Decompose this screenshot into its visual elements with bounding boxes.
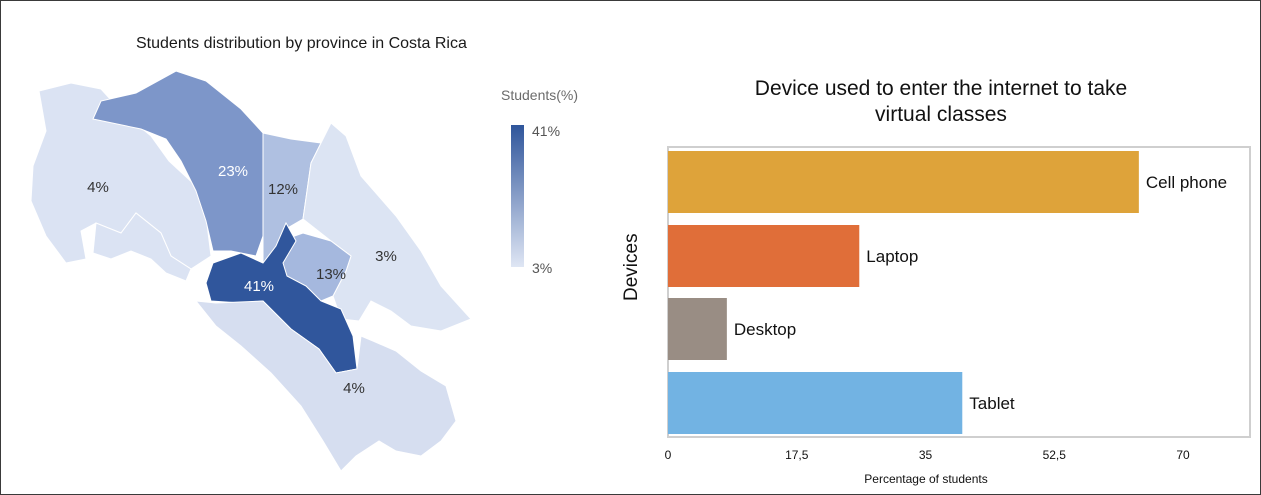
province-map-panel: Students distribution by province in Cos…	[1, 1, 611, 494]
bar-label-desktop: Desktop	[734, 320, 796, 339]
x-tick-label: 70	[1176, 448, 1190, 462]
costa-rica-map: 4% 23% 12% 3% 13% 41% 4%	[30, 70, 472, 472]
x-tick-label: 17,5	[785, 448, 809, 462]
device-chart-panel: Device used to enter the internet to tak…	[616, 1, 1260, 494]
plot-frame	[667, 146, 1251, 438]
legend-color-bar	[511, 125, 524, 267]
bar-chart: Cell phone Laptop Desktop Tablet 0 17,5 35 52,5…	[665, 146, 1251, 486]
map-title: Students distribution by province in Cos…	[136, 35, 467, 52]
bar-label-cell-phone: Cell phone	[1146, 173, 1227, 192]
x-tick-label: 0	[665, 448, 672, 462]
chart-title-line-2: virtual classes	[875, 103, 1007, 126]
province-limon	[302, 122, 472, 332]
chart-title: Device used to enter the internet to tak…	[676, 76, 1206, 128]
bar-label-tablet: Tablet	[969, 394, 1015, 413]
legend-max-label: 41%	[532, 123, 561, 139]
province-alajuela	[92, 70, 264, 257]
x-tick-label: 52,5	[1043, 448, 1067, 462]
bar-desktop	[668, 298, 727, 360]
province-label-san-jose: 41%	[244, 278, 274, 295]
province-label-puntarenas: 4%	[343, 380, 365, 397]
province-label-cartago: 13%	[316, 266, 346, 283]
province-label-alajuela: 23%	[218, 163, 248, 180]
bar-laptop	[668, 225, 860, 287]
bar-cell-phone	[668, 151, 1139, 213]
bar-tablet	[668, 372, 963, 434]
province-label-heredia: 12%	[268, 181, 298, 198]
legend-min-label: 3%	[532, 260, 553, 276]
province-puntarenas	[194, 300, 457, 472]
province-label-guanacaste: 4%	[87, 179, 109, 196]
province-label-limon: 3%	[375, 248, 397, 265]
province-guanacaste-peninsula	[92, 212, 192, 282]
province-heredia	[262, 132, 322, 264]
chart-title-line-1: Device used to enter the internet to tak…	[754, 77, 1128, 100]
x-axis-label: Percentage of students	[864, 472, 987, 486]
legend-title: Students(%)	[501, 87, 579, 103]
x-tick-label: 35	[919, 448, 933, 462]
bar-label-laptop: Laptop	[866, 247, 918, 266]
